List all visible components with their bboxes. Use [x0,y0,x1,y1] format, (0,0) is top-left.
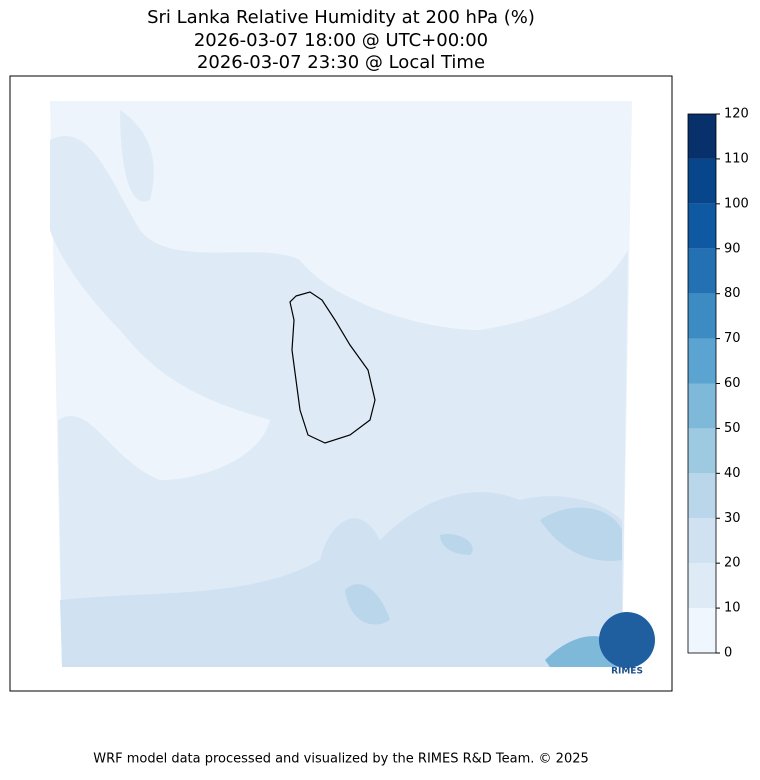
logo-badge [599,612,655,668]
colorbar-tick-label: 80 [724,286,741,301]
colorbar-band [688,203,716,249]
colorbar-frame [687,113,717,654]
field-layer [345,584,390,625]
title-line: Sri Lanka Relative Humidity at 200 hPa (… [147,7,535,28]
colorbar-tick-label: 110 [724,151,749,166]
colorbar-tick-label: 50 [724,421,741,436]
field-layer [60,492,622,667]
colorbar: 0 10 20 30 40 50 60 70 80 90 100 110 120 [688,107,749,661]
field-layer [120,110,154,202]
logo-text: RIMES [611,667,643,677]
colorbar-band [688,114,716,159]
colorbar-tick-label: 70 [724,331,741,346]
title-line: 2026-03-07 23:30 @ Local Time [197,52,485,73]
field-layer [540,507,622,561]
colorbar-band [688,608,716,653]
colorbar-tick-label: 120 [724,107,749,122]
coastline [289,291,376,444]
colorbar-tick-label: 30 [724,511,741,526]
colorbar-band [688,563,716,609]
colorbar-band [688,293,716,339]
colorbar-tick-label: 10 [724,601,741,616]
footer: WRF model data processed and visualized … [93,752,589,767]
colorbar-band [688,158,716,204]
colorbar-band [688,473,716,519]
colorbar-band [688,518,716,564]
map-frame [9,75,673,692]
map: RIMES [50,101,655,677]
colorbar-tick-label: 20 [724,556,741,571]
colorbar-tick-label: 40 [724,466,741,481]
title-line: 2026-03-07 18:00 @ UTC+00:00 [194,30,488,51]
colorbar-band [688,338,716,384]
colorbar-band [688,383,716,429]
colorbar-tick-label: 0 [724,646,732,661]
colorbar-band [688,428,716,474]
field-layer [440,534,473,555]
colorbar-band [688,248,716,294]
colorbar-tick-label: 60 [724,376,741,391]
colorbar-tick-label: 90 [724,241,741,256]
colorbar-tick-label: 100 [724,196,749,211]
